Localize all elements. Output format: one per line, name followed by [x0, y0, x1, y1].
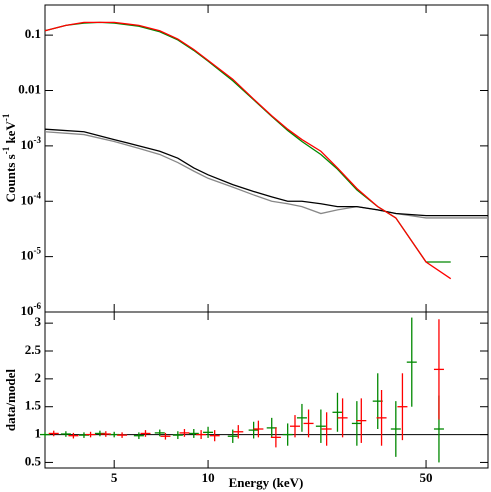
ylabel-part: Counts s	[3, 154, 18, 202]
ylabel-part: -1	[1, 146, 11, 154]
y-tick-label: 10-3	[21, 135, 42, 152]
y-tick-base: 10	[21, 192, 34, 207]
y-tick-base: 10	[21, 137, 34, 152]
y-tick-exp: -4	[34, 190, 42, 200]
x-tick-label: 10	[202, 470, 215, 485]
bottom-frame	[44, 311, 489, 469]
y-tick-exp: -6	[34, 301, 42, 311]
y-tick-label: 10-4	[21, 190, 42, 207]
y-tick-label: 2	[35, 370, 42, 385]
y-axis-label: data/model	[3, 369, 18, 432]
y-tick-base: 10	[21, 248, 34, 263]
top-frame	[44, 4, 489, 313]
spectrum-line	[44, 128, 488, 217]
y-tick-label: 0.01	[18, 81, 41, 96]
y-tick-label: 10-6	[21, 301, 42, 318]
y-tick-label: 3	[35, 314, 42, 329]
y-tick-label: 1	[35, 426, 42, 441]
y-tick-label: 1.5	[25, 398, 42, 413]
y-axis-label: Counts s-1 keV-1	[1, 113, 18, 202]
y-tick-label: 0.5	[25, 453, 42, 468]
y-tick-label: 10-5	[21, 246, 42, 263]
x-tick-label: 50	[420, 470, 433, 485]
x-axis-label: Energy (keV)	[229, 475, 304, 490]
spectrum-line	[44, 21, 451, 263]
y-tick-exp: -3	[34, 135, 42, 145]
spectrum-line	[44, 131, 488, 219]
y-tick-exp: -5	[34, 246, 42, 256]
ylabel-part: keV	[3, 121, 18, 147]
ylabel-part: -1	[1, 113, 11, 121]
y-tick-label: 0.1	[25, 26, 41, 41]
y-tick-base: 10	[21, 303, 34, 318]
y-tick-label: 2.5	[25, 342, 42, 357]
x-tick-label: 5	[111, 470, 118, 485]
spectrum-line	[44, 21, 452, 280]
